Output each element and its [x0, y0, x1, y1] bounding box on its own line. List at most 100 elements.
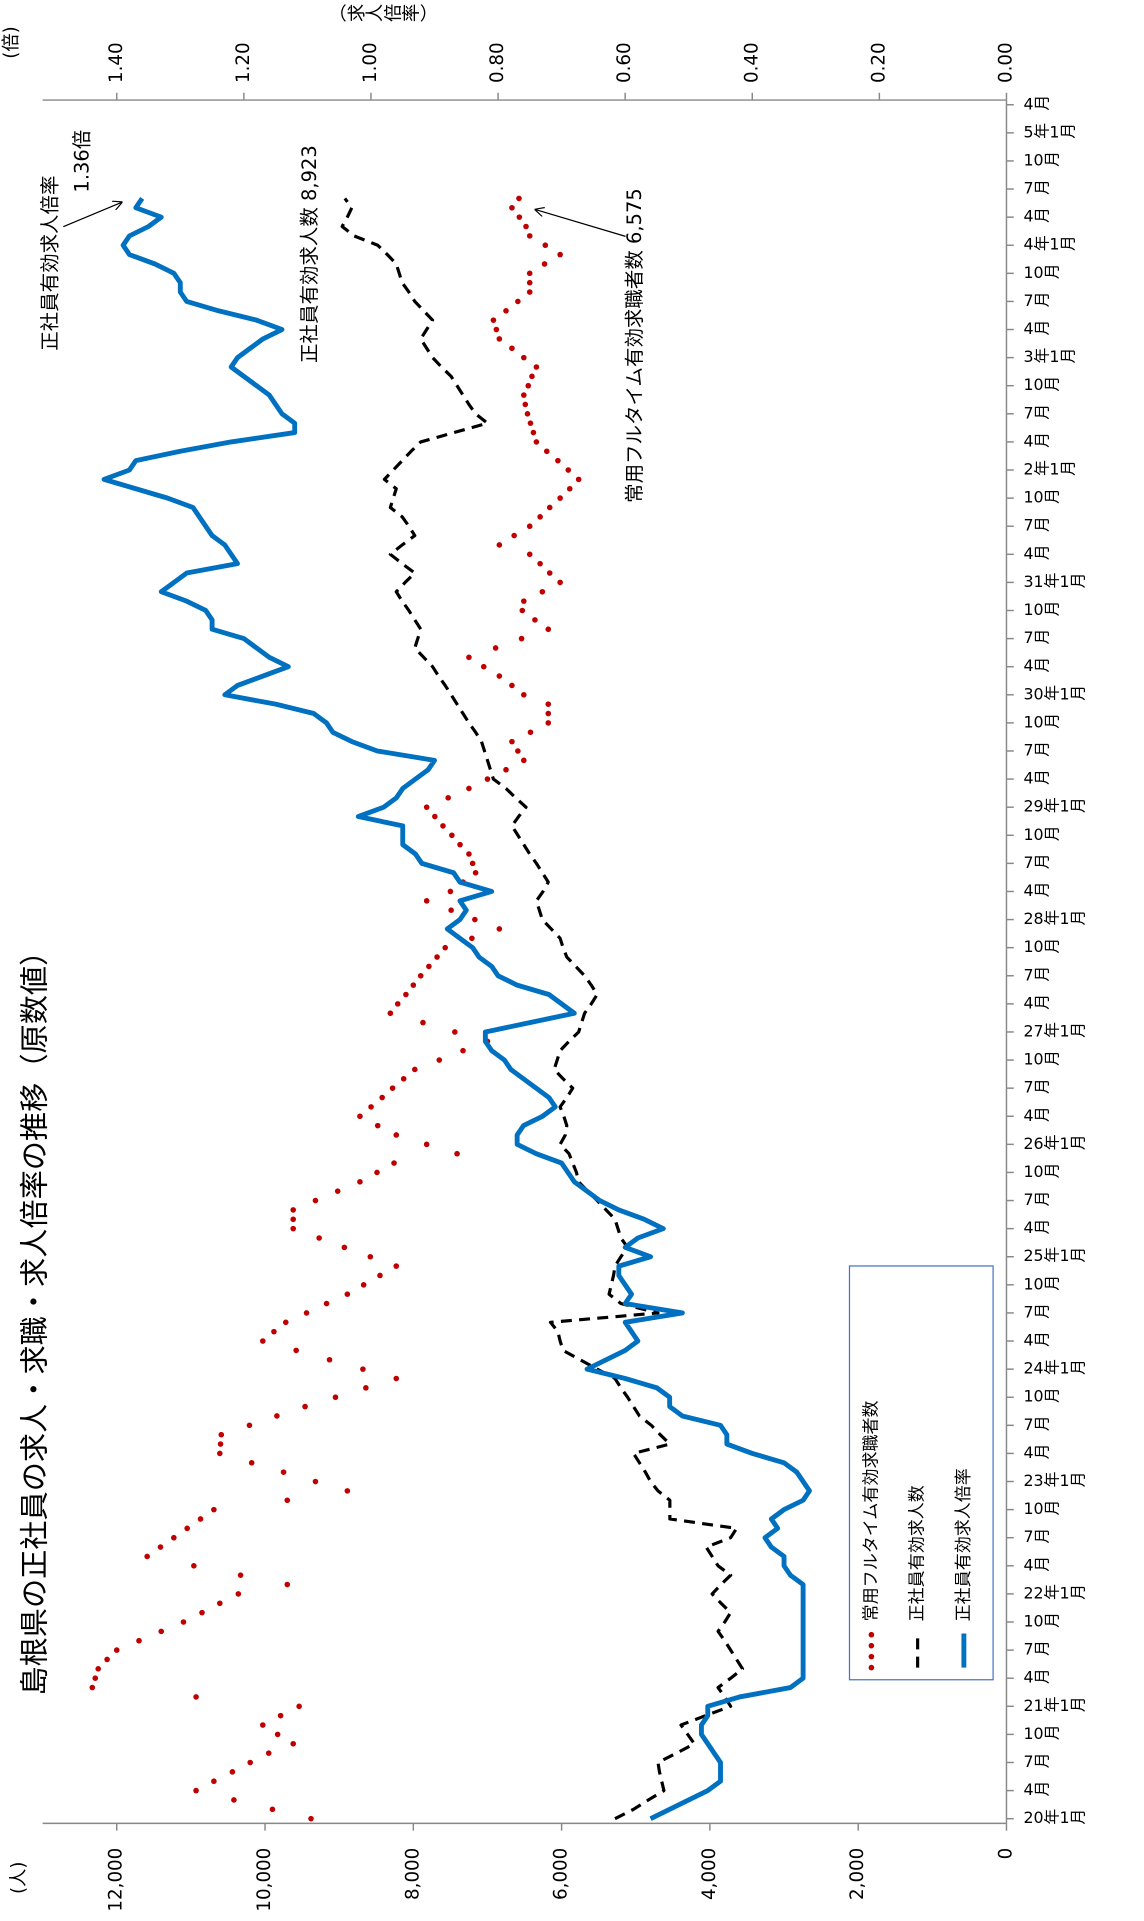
- data-point: [95, 1666, 102, 1672]
- data-point: [523, 223, 529, 230]
- data-point: [557, 495, 563, 501]
- data-point: [493, 326, 500, 333]
- data-point: [235, 1591, 242, 1597]
- data-point: [526, 279, 533, 286]
- data-point: [332, 1394, 339, 1401]
- data-point: [565, 467, 572, 473]
- data-point: [526, 523, 533, 530]
- data-point: [113, 1647, 120, 1653]
- data-point: [296, 1703, 302, 1710]
- x-tick-label: 4月: [1024, 431, 1051, 450]
- chart-title: 島根県の正社員の求人・求職・求人倍率の推移（原数値）: [18, 937, 52, 1696]
- data-point: [312, 1478, 319, 1485]
- x-tick-label: 4月: [1024, 1106, 1051, 1125]
- data-point: [520, 691, 527, 698]
- data-point: [326, 1356, 333, 1363]
- annotation: 1.36倍: [70, 130, 93, 193]
- legend-swatch: [868, 1642, 875, 1649]
- y2-tick-label: 1.00: [360, 42, 381, 83]
- data-point: [260, 1722, 266, 1728]
- data-point: [357, 1113, 363, 1120]
- data-point: [360, 1366, 366, 1372]
- annotation-arrow: [535, 210, 626, 237]
- y-tick-label: 8,000: [402, 1848, 423, 1900]
- x-tick-label: 10月: [1024, 375, 1061, 394]
- data-point: [526, 551, 533, 558]
- x-tick-label: 10月: [1024, 1274, 1061, 1293]
- data-point: [290, 1207, 297, 1213]
- data-point: [302, 1403, 308, 1410]
- data-point: [403, 991, 409, 998]
- data-point: [389, 1085, 396, 1091]
- y-tick-label: 0: [995, 1848, 1016, 1860]
- data-point: [533, 439, 540, 445]
- x-tick-label: 22年1月: [1024, 1583, 1087, 1602]
- legend-label: 正社員有効求人数: [908, 1485, 928, 1621]
- data-point: [387, 1010, 394, 1017]
- data-point: [575, 476, 582, 483]
- y2-tick-label: 0.80: [487, 42, 508, 83]
- data-point: [516, 195, 522, 202]
- data-point: [496, 926, 503, 932]
- x-tick-label: 28年1月: [1024, 909, 1087, 928]
- data-point: [490, 317, 497, 323]
- annotation: 常用フルタイム有効求職者数 6,575: [623, 188, 646, 503]
- x-tick-label: 4月: [1024, 656, 1051, 675]
- data-point: [284, 1497, 291, 1504]
- x-tick-label: 7月: [1024, 1302, 1051, 1321]
- x-tick-label: 31年1月: [1024, 572, 1087, 591]
- data-point: [545, 626, 552, 633]
- x-tick-label: 10月: [1024, 1724, 1061, 1743]
- data-point: [518, 635, 525, 642]
- data-point: [269, 1806, 276, 1813]
- x-tick-label: 2年1月: [1024, 460, 1077, 479]
- x-tick-label: 10月: [1024, 600, 1061, 619]
- legend-swatch: [868, 1653, 875, 1660]
- data-point: [246, 1422, 253, 1429]
- data-point: [89, 1684, 96, 1691]
- x-tick-label: 4月: [1024, 1668, 1051, 1687]
- data-point: [466, 654, 472, 661]
- data-point: [247, 1759, 253, 1766]
- data-point: [460, 1047, 466, 1054]
- data-point: [442, 944, 449, 951]
- data-point: [271, 1328, 277, 1335]
- x-tick-label: 4年1月: [1024, 235, 1077, 254]
- y2-tick-label: 0.00: [995, 42, 1016, 83]
- x-tick-label: 20年1月: [1024, 1808, 1087, 1827]
- data-point: [445, 795, 451, 801]
- data-point: [193, 1787, 199, 1794]
- x-tick-label: 7月: [1024, 1415, 1051, 1434]
- legend-label: 常用フルタイム有効求職者数: [861, 1400, 881, 1621]
- y2-tick-label: 0.40: [741, 42, 762, 83]
- legend-box: [848, 1265, 994, 1681]
- data-point: [231, 1797, 237, 1803]
- x-tick-label: 7月: [1024, 628, 1051, 647]
- data-point: [496, 673, 503, 679]
- data-point: [379, 1094, 385, 1101]
- data-point: [537, 514, 543, 520]
- data-point: [509, 682, 515, 689]
- data-point: [282, 1319, 289, 1326]
- x-tick-label: 7月: [1024, 1190, 1051, 1209]
- data-point: [423, 1141, 430, 1148]
- legend-swatch: [868, 1631, 875, 1638]
- data-point: [472, 916, 478, 923]
- y-tick-label: 6,000: [551, 1848, 572, 1900]
- data-point: [218, 1431, 225, 1438]
- data-point: [237, 1572, 244, 1578]
- data-point: [537, 560, 543, 567]
- data-point: [374, 1169, 380, 1176]
- x-tick-label: 7月: [1024, 179, 1051, 198]
- x-tick-label: 30年1月: [1024, 684, 1087, 703]
- x-tick-label: 4月: [1024, 1218, 1051, 1237]
- data-point: [530, 429, 537, 436]
- data-point: [539, 588, 546, 595]
- data-point: [566, 485, 573, 492]
- data-point: [452, 1029, 458, 1035]
- x-tick-label: 7月: [1024, 1078, 1051, 1097]
- data-point: [546, 570, 553, 576]
- data-point: [229, 1769, 236, 1775]
- data-point: [377, 1272, 383, 1279]
- data-point: [509, 204, 515, 211]
